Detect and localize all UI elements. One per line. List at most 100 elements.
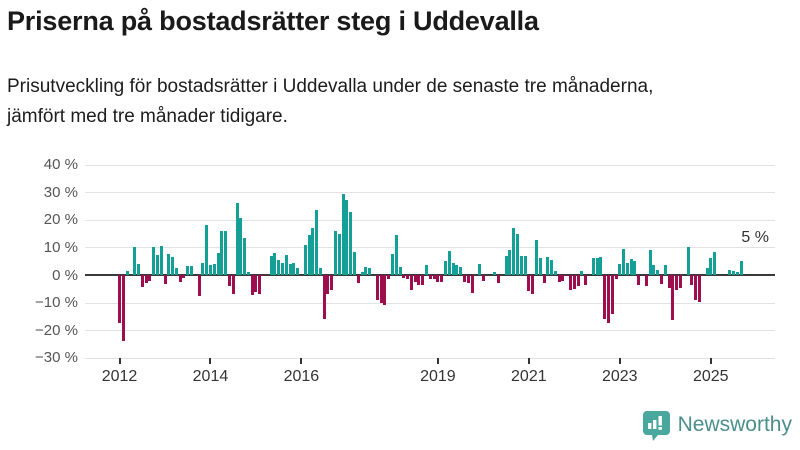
bar [315,209,319,275]
bar [436,275,440,282]
y-axis-label: 40 % [43,156,78,174]
bar [353,251,356,275]
plot-area: 40 % 30 % 20 % 10 % 0 % −10 % −20 % −30 % 2012 20… [35,156,775,385]
bar [345,199,349,275]
bar [303,244,307,275]
bar [523,255,527,275]
bar [425,265,428,275]
bar [190,265,193,275]
bar [368,268,372,275]
bar [182,275,186,278]
bar [334,231,337,275]
x-axis-tick [300,358,303,364]
y-axis-label: −20 % [35,321,78,339]
bar [413,275,417,282]
bar [398,266,402,275]
bar [481,275,485,281]
bar [497,275,500,283]
y-axis-label: −30 % [35,349,78,367]
x-axis-tick [118,358,121,364]
bar [735,272,739,275]
bar [220,231,224,275]
bar [205,225,209,275]
bar [584,275,588,285]
bar [576,275,580,286]
bar [546,257,550,275]
bar [542,275,546,284]
bar [281,262,284,275]
bar [516,233,519,275]
bar [197,275,201,296]
gridline [85,357,775,359]
bar [159,245,163,275]
bar [262,275,265,277]
y-axis-label: −10 % [35,294,78,312]
bar [421,275,425,285]
bar [633,261,637,275]
bar [356,275,360,283]
brand-name: Newsworthy [677,413,792,436]
bar [557,275,561,282]
gridline [85,219,775,221]
bar [186,265,190,275]
bar [667,275,671,289]
bar [235,203,239,275]
gridline [85,330,775,332]
bar [606,275,610,324]
bar [440,275,444,282]
bar [239,218,243,275]
bar [409,275,413,291]
bar [561,275,565,281]
bar [614,275,618,280]
bar [470,275,474,293]
x-axis-label: 2016 [283,368,320,385]
bar [553,270,557,275]
bar [178,275,182,282]
bar [273,252,277,275]
bar [610,275,614,314]
bar [201,262,205,275]
bar [216,252,220,275]
bar [212,264,216,275]
bar [595,258,599,275]
bar [599,257,603,275]
bar [572,275,576,289]
bar [155,254,159,275]
bar [118,275,121,324]
x-axis-tick [709,358,712,364]
x-axis-tick [618,358,621,364]
newsworthy-logo-icon [642,410,671,441]
bar [125,270,129,275]
bar [360,271,364,275]
gridline [85,247,775,249]
bar [459,267,463,275]
bar [311,228,315,275]
bar [375,275,379,301]
bar [174,267,178,275]
bar [341,194,345,275]
bar [694,275,698,301]
y-axis-label: 30 % [43,183,78,201]
y-axis-label: 20 % [43,211,78,229]
bar [652,265,656,275]
bar [705,268,709,275]
bar [243,238,247,275]
bar [224,230,228,275]
x-axis-label: 2012 [101,368,138,385]
bar [660,275,663,285]
bar [254,275,258,293]
bar [625,263,629,275]
bar [618,264,622,275]
x-axis-label: 2025 [692,368,729,385]
bar [478,264,482,275]
bar [504,255,508,275]
gridline [85,192,775,194]
bar [288,264,292,275]
bar [402,275,406,278]
page-title: Priserna på bostadsrätter steg i Uddeval… [7,6,539,36]
bar [550,259,554,275]
bar [686,246,690,275]
bar [622,248,626,275]
bar [144,275,148,283]
bar [447,251,451,275]
